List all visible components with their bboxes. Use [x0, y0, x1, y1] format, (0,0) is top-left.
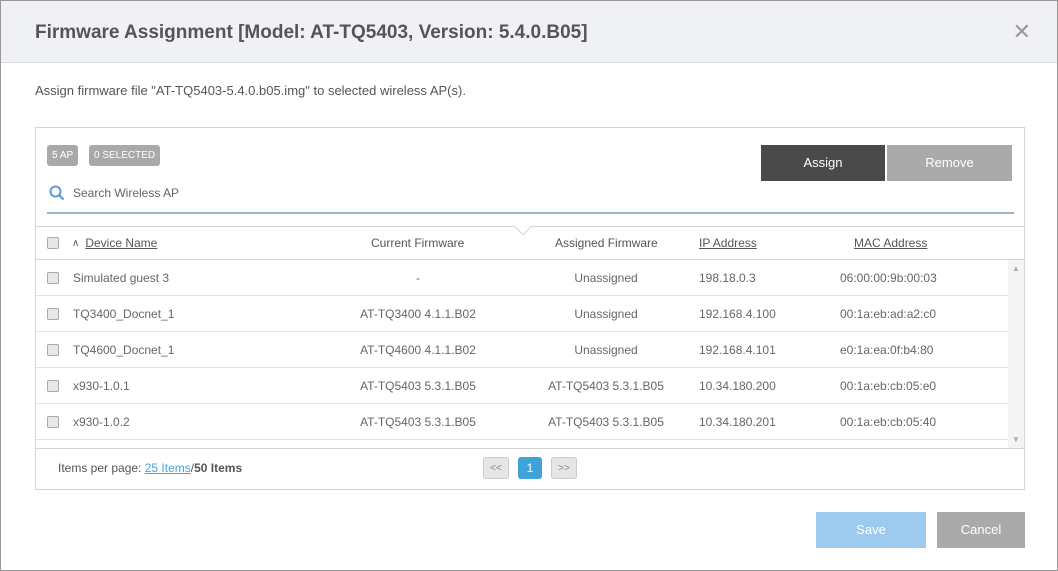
select-all-checkbox[interactable]: [47, 237, 59, 249]
column-assigned-firmware: Assigned Firmware: [555, 236, 658, 250]
dialog-title: Firmware Assignment [Model: AT-TQ5403, V…: [35, 22, 588, 43]
dialog-header: Firmware Assignment [Model: AT-TQ5403, V…: [1, 1, 1057, 63]
items-per-page-link[interactable]: 25 Items: [144, 461, 191, 475]
current-firmware: AT-TQ5403 5.3.1.B05: [360, 378, 476, 393]
row-checkbox[interactable]: [47, 307, 59, 320]
header-notch: [514, 218, 532, 236]
column-mac-address[interactable]: MAC Address: [854, 236, 928, 250]
mac-address: 06:00:00:9b:00:03: [840, 270, 937, 285]
sort-asc-icon: ∧: [72, 237, 80, 249]
table-footer: Items per page: 25 Items/50 Items << 1 >…: [36, 448, 1024, 489]
search-input[interactable]: [73, 186, 873, 200]
items-per-page-label: Items per page:: [58, 461, 142, 475]
ip-address: 10.34.180.201: [699, 414, 776, 429]
row-checkbox[interactable]: [47, 343, 59, 356]
ap-table-panel: 5 AP 0 SELECTED Assign Remove ∧ Device Na…: [35, 127, 1025, 490]
assigned-firmware: Unassigned: [574, 306, 638, 321]
mac-address: e0:1a:ea:0f:b4:80: [840, 342, 934, 357]
current-firmware: AT-TQ3400 4.1.1.B02: [360, 306, 476, 321]
assigned-firmware: Unassigned: [574, 342, 638, 357]
mac-address: 00:1a:eb:cb:05:40: [840, 414, 937, 429]
search-icon: [49, 185, 65, 204]
ip-address: 198.18.0.3: [699, 270, 756, 285]
column-ip-address[interactable]: IP Address: [699, 236, 757, 250]
mac-address: 00:1a:eb:ad:a2:c0: [840, 306, 937, 321]
table-row[interactable]: Simulated guest 3 - Unassigned 198.18.0.…: [36, 260, 1008, 296]
table-row[interactable]: x930-1.0.1 AT-TQ5403 5.3.1.B05 AT-TQ5403…: [36, 368, 1008, 404]
total-items: 50 Items: [194, 461, 243, 475]
ip-address: 192.168.4.100: [699, 306, 776, 321]
items-per-page: Items per page: 25 Items/50 Items: [58, 461, 242, 475]
prev-page-button[interactable]: <<: [483, 457, 509, 479]
assigned-firmware: AT-TQ5403 5.3.1.B05: [548, 414, 664, 429]
current-firmware: AT-TQ5403 5.3.1.B05: [360, 414, 476, 429]
selected-count-badge: 0 SELECTED: [89, 145, 161, 166]
table-body: Simulated guest 3 - Unassigned 198.18.0.…: [36, 260, 1024, 440]
ip-address: 10.34.180.200: [699, 378, 776, 393]
device-name: x930-1.0.1: [73, 378, 130, 393]
table-row[interactable]: x930-1.0.2 AT-TQ5403 5.3.1.B05 AT-TQ5403…: [36, 404, 1008, 440]
dialog-description: Assign firmware file "AT-TQ5403-5.4.0.b0…: [35, 83, 466, 98]
row-checkbox[interactable]: [47, 271, 59, 284]
table-row[interactable]: TQ3400_Docnet_1 AT-TQ3400 4.1.1.B02 Unas…: [36, 296, 1008, 332]
table-row[interactable]: TQ4600_Docnet_1 AT-TQ4600 4.1.1.B02 Unas…: [36, 332, 1008, 368]
save-button[interactable]: Save: [816, 512, 926, 548]
ap-count-badge: 5 AP: [47, 145, 79, 166]
close-icon[interactable]: ✕: [1012, 19, 1031, 44]
row-checkbox[interactable]: [47, 379, 59, 392]
row-checkbox[interactable]: [47, 415, 59, 428]
current-firmware: -: [416, 270, 420, 285]
page-1-button[interactable]: 1: [518, 457, 542, 479]
table-header: ∧ Device Name Current Firmware Assigned F…: [36, 218, 1024, 260]
search-bar: [47, 180, 1014, 214]
device-name: TQ3400_Docnet_1: [73, 306, 175, 321]
remove-button[interactable]: Remove: [887, 145, 1012, 181]
device-name: TQ4600_Docnet_1: [73, 342, 175, 357]
device-name: Simulated guest 3: [73, 270, 170, 285]
assign-button[interactable]: Assign: [761, 145, 885, 181]
assigned-firmware: Unassigned: [574, 270, 638, 285]
next-page-button[interactable]: >>: [551, 457, 577, 479]
mac-address: 00:1a:eb:cb:05:e0: [840, 378, 937, 393]
current-firmware: AT-TQ4600 4.1.1.B02: [360, 342, 476, 357]
assigned-firmware: AT-TQ5403 5.3.1.B05: [548, 378, 664, 393]
ip-address: 192.168.4.101: [699, 342, 776, 357]
device-name: x930-1.0.2: [73, 414, 130, 429]
cancel-button[interactable]: Cancel: [937, 512, 1025, 548]
column-current-firmware: Current Firmware: [371, 236, 465, 250]
table-scrollbar[interactable]: ▲ ▼: [1008, 260, 1024, 448]
separator: /: [190, 461, 195, 475]
column-device-name[interactable]: Device Name: [85, 236, 158, 250]
